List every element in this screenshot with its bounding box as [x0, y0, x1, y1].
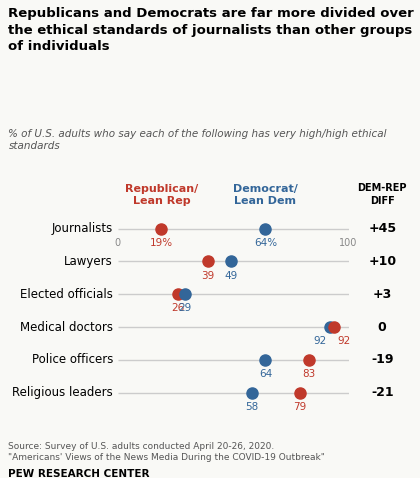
Text: Medical doctors: Medical doctors	[20, 321, 113, 334]
Text: Republican/
Lean Rep: Republican/ Lean Rep	[125, 184, 198, 206]
Text: 79: 79	[294, 402, 307, 412]
Text: 83: 83	[303, 369, 316, 379]
Text: 29: 29	[178, 304, 191, 314]
Text: 64: 64	[259, 369, 272, 379]
Text: Police officers: Police officers	[32, 354, 113, 367]
Text: -19: -19	[371, 354, 394, 367]
Text: 49: 49	[224, 271, 237, 281]
Text: -21: -21	[371, 386, 394, 399]
Text: 39: 39	[201, 271, 214, 281]
Text: DEM-REP
DIFF: DEM-REP DIFF	[357, 183, 407, 206]
Text: +3: +3	[373, 288, 392, 301]
Text: 92: 92	[313, 337, 327, 347]
Text: 26: 26	[171, 304, 184, 314]
Text: PEW RESEARCH CENTER: PEW RESEARCH CENTER	[8, 469, 150, 478]
Text: 0: 0	[115, 238, 121, 248]
Text: 100: 100	[339, 238, 358, 248]
Text: Journalists: Journalists	[52, 222, 113, 235]
Text: Source: Survey of U.S. adults conducted April 20-26, 2020.
"Americans' Views of : Source: Survey of U.S. adults conducted …	[8, 442, 325, 462]
Text: Religious leaders: Religious leaders	[12, 386, 113, 399]
Text: 64%: 64%	[254, 238, 277, 248]
Text: Elected officials: Elected officials	[20, 288, 113, 301]
Text: 0: 0	[378, 321, 386, 334]
Text: 19%: 19%	[150, 238, 173, 248]
Text: +45: +45	[368, 222, 396, 235]
Text: Republicans and Democrats are far more divided over
the ethical standards of jou: Republicans and Democrats are far more d…	[8, 7, 414, 53]
Text: Democrat/
Lean Dem: Democrat/ Lean Dem	[233, 184, 298, 206]
Text: % of U.S. adults who say each of the following has very high/high ethical
standa: % of U.S. adults who say each of the fol…	[8, 129, 387, 152]
Text: 58: 58	[245, 402, 258, 412]
Text: +10: +10	[368, 255, 396, 268]
Text: Lawyers: Lawyers	[64, 255, 113, 268]
Text: 92: 92	[337, 337, 350, 347]
